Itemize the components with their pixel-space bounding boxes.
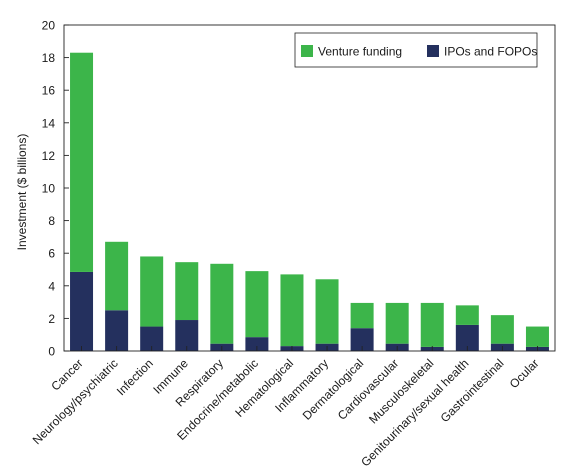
bar-segment [420,302,444,347]
y-tick-label: 8 [48,214,55,228]
legend-swatch-venture [301,45,313,57]
bar-segment [70,52,94,272]
legend-swatch-ipos [427,45,439,57]
bar-segment [350,302,374,329]
plot-frame [63,24,556,352]
bar-segment [210,263,234,344]
x-tick-label: Gastrointestinal [438,356,507,425]
x-tick-label: Ocular [507,356,542,391]
y-tick-label: 4 [48,279,55,293]
y-tick-label: 6 [48,247,55,261]
bar-segment [455,324,479,351]
bar-segment [350,328,374,351]
bar-segment [140,326,164,351]
bar-segment [175,320,199,351]
y-tick-label: 0 [48,345,55,359]
y-tick-label: 18 [42,51,56,65]
y-tick-label: 12 [42,149,56,163]
y-axis-title: Investment ($ billions) [15,134,29,251]
bars-layer [70,52,549,351]
legend-label-venture: Venture funding [318,45,402,59]
x-tick-label: Infection [114,356,156,398]
bar-segment [70,271,94,351]
bar-segment [105,241,129,311]
bar-segment [140,256,164,327]
bar-segment [490,315,514,344]
bar-segment [315,279,339,344]
legend-label-ipos: IPOs and FOPOs [444,45,537,59]
bar-segment [455,305,479,325]
y-tick-label: 20 [42,19,56,33]
x-tick-label: Cardiovascular [335,356,402,423]
legend-box [294,32,538,68]
bar-segment [105,310,129,351]
y-tick-label: 2 [48,312,55,326]
bar-segment [280,274,304,347]
legend: Venture funding IPOs and FOPOs [294,32,538,68]
bar-segment [245,271,269,338]
bar-segment [385,302,409,344]
x-tick-label: Dermatological [300,356,367,423]
y-tick-label: 10 [42,182,56,196]
y-tick-label: 14 [42,116,56,130]
bar-segment [175,262,199,321]
y-tick-label: 16 [42,84,56,98]
bar-segment [245,337,269,351]
bar-segment [525,326,549,347]
